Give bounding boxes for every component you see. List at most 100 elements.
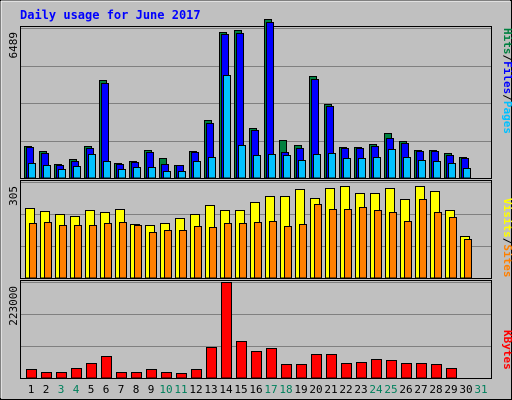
bar-kbytes bbox=[146, 369, 157, 379]
bar-sites bbox=[254, 222, 262, 279]
x-tick-label: 5 bbox=[88, 383, 95, 396]
y-max-label-hits: 6489 bbox=[7, 32, 20, 59]
legend-sep-3: / bbox=[501, 238, 512, 245]
bar-kbytes bbox=[251, 351, 262, 379]
bar-pages bbox=[238, 145, 246, 179]
bar-sites bbox=[449, 217, 457, 279]
bar-pages bbox=[283, 155, 291, 179]
x-tick-label: 15 bbox=[234, 383, 247, 396]
bar-sites bbox=[419, 199, 427, 279]
bar-sites bbox=[269, 221, 277, 279]
bar-pages bbox=[58, 169, 66, 179]
bar-sites bbox=[299, 224, 307, 279]
x-tick-label: 22 bbox=[339, 383, 352, 396]
bar-kbytes bbox=[416, 363, 427, 379]
bar-pages bbox=[43, 165, 51, 179]
x-tick-label: 27 bbox=[414, 383, 427, 396]
bar-kbytes bbox=[356, 362, 367, 379]
legend-visits-sites: Visits/Sites bbox=[501, 198, 512, 278]
x-tick-label: 16 bbox=[249, 383, 262, 396]
y-max-label-kbytes: 223000 bbox=[7, 286, 20, 326]
bar-pages bbox=[133, 167, 141, 179]
bar-sites bbox=[59, 225, 67, 279]
bar-kbytes bbox=[206, 347, 217, 379]
bar-pages bbox=[418, 160, 426, 179]
bar-pages bbox=[328, 153, 336, 179]
bar-kbytes bbox=[311, 354, 322, 379]
legend-hits-files-pages: Hits/Files/Pages bbox=[501, 28, 512, 134]
bar-kbytes bbox=[56, 372, 67, 379]
y-max-label-visits: 305 bbox=[7, 186, 20, 206]
bar-sites bbox=[284, 226, 292, 279]
bar-kbytes bbox=[116, 372, 127, 379]
bar-sites bbox=[119, 222, 127, 279]
bar-kbytes bbox=[446, 368, 457, 379]
bar-pages bbox=[208, 157, 216, 179]
bar-sites bbox=[164, 230, 172, 279]
bar-kbytes bbox=[86, 363, 97, 379]
bar-pages bbox=[433, 161, 441, 179]
x-tick-label: 4 bbox=[73, 383, 80, 396]
x-tick-label: 19 bbox=[294, 383, 307, 396]
legend-visits: Visits bbox=[501, 198, 512, 238]
bar-pages bbox=[148, 167, 156, 179]
x-tick-label: 21 bbox=[324, 383, 337, 396]
bars bbox=[24, 19, 472, 379]
x-tick-label: 6 bbox=[103, 383, 110, 396]
bar-kbytes bbox=[386, 360, 397, 379]
legend-kbytes-group: KBytes bbox=[501, 330, 512, 370]
bar-pages bbox=[298, 160, 306, 179]
x-tick-label: 23 bbox=[354, 383, 367, 396]
bar-kbytes bbox=[41, 372, 52, 379]
legend-kbytes: KBytes bbox=[501, 330, 512, 370]
bar-kbytes bbox=[101, 356, 112, 379]
bar-sites bbox=[194, 226, 202, 279]
x-tick-label: 20 bbox=[309, 383, 322, 396]
legend-pages: Pages bbox=[501, 101, 512, 134]
bar-pages bbox=[448, 163, 456, 179]
bar-sites bbox=[134, 225, 142, 279]
legend-sep-1: / bbox=[501, 55, 512, 62]
x-tick-label: 28 bbox=[429, 383, 442, 396]
bar-pages bbox=[268, 154, 276, 179]
bar-pages bbox=[253, 155, 261, 179]
x-tick-label: 12 bbox=[189, 383, 202, 396]
x-tick-label: 9 bbox=[148, 383, 155, 396]
bar-sites bbox=[404, 221, 412, 279]
x-tick-label: 1 bbox=[28, 383, 35, 396]
bar-kbytes bbox=[161, 372, 172, 379]
bar-sites bbox=[374, 210, 382, 279]
bar-pages bbox=[88, 154, 96, 179]
bar-sites bbox=[149, 232, 157, 279]
x-tick-label: 18 bbox=[279, 383, 292, 396]
bar-sites bbox=[74, 225, 82, 279]
bar-kbytes bbox=[176, 373, 187, 379]
x-tick-label: 10 bbox=[159, 383, 172, 396]
legend-hits: Hits bbox=[501, 28, 512, 55]
x-tick-label: 3 bbox=[58, 383, 65, 396]
bar-pages bbox=[463, 168, 471, 179]
bar-kbytes bbox=[296, 364, 307, 379]
bar-sites bbox=[104, 223, 112, 279]
x-tick-label: 26 bbox=[399, 383, 412, 396]
bar-sites bbox=[314, 204, 322, 279]
bar-sites bbox=[329, 209, 337, 279]
x-tick-label: 14 bbox=[219, 383, 233, 396]
bar-kbytes bbox=[26, 369, 37, 379]
bar-pages bbox=[358, 158, 366, 179]
bar-kbytes bbox=[221, 282, 232, 379]
x-tick-label: 30 bbox=[459, 383, 472, 396]
x-tick-label: 2 bbox=[43, 383, 50, 396]
svg-text:Hits/Files/Pages: Hits/Files/Pages bbox=[501, 28, 512, 134]
bar-pages bbox=[193, 161, 201, 179]
bar-kbytes bbox=[371, 359, 382, 379]
bar-sites bbox=[209, 227, 217, 279]
legend-sites: Sites bbox=[501, 244, 512, 277]
bar-pages bbox=[313, 154, 321, 179]
bar-pages bbox=[403, 157, 411, 179]
chart-title: Daily usage for June 2017 bbox=[20, 8, 201, 22]
bar-kbytes bbox=[236, 341, 247, 379]
bar-sites bbox=[239, 223, 247, 279]
bar-pages bbox=[118, 169, 126, 179]
